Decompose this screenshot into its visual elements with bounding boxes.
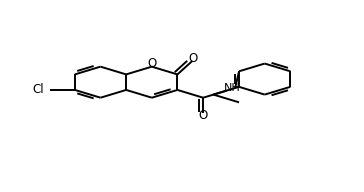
Text: O: O xyxy=(148,57,157,70)
Text: O: O xyxy=(198,109,208,122)
Text: O: O xyxy=(189,52,198,65)
Text: Cl: Cl xyxy=(33,84,44,96)
Text: NH: NH xyxy=(224,83,241,93)
